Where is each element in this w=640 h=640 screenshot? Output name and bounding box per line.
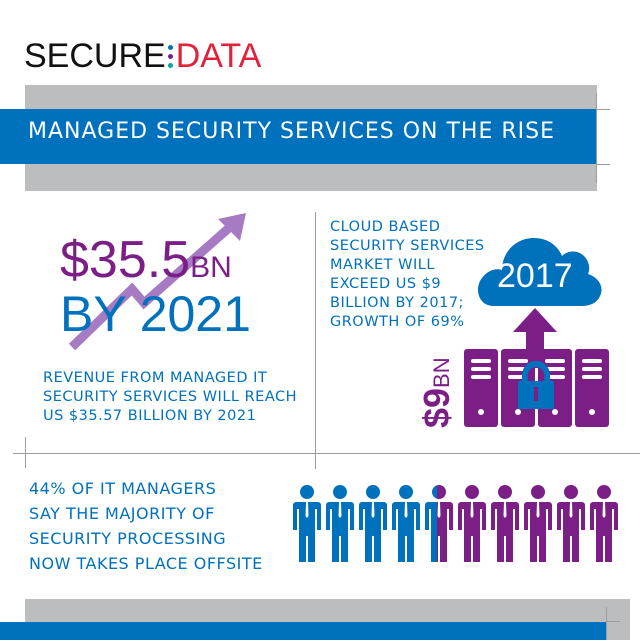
banner-crop-mark-h1 xyxy=(596,109,610,110)
businessman-icon-blue xyxy=(293,485,420,562)
trend-up-arrow-icon xyxy=(68,213,246,351)
businessman-pictogram xyxy=(293,485,618,562)
revenue-amount-unit: BN xyxy=(190,251,232,284)
logo-colon-dots xyxy=(167,41,175,71)
cloud-caption: CLOUD BASED SECURITY SERVICES MARKET WIL… xyxy=(330,219,485,330)
cloud-year: 2017 xyxy=(497,257,573,295)
banner-crop-mark-h2 xyxy=(596,164,610,165)
footer-crop-mark-h xyxy=(606,621,620,622)
revenue-amount: $35.5BN xyxy=(60,232,232,296)
managers-caption: 44% OF IT MANAGERS SAY THE MAJORITY OF S… xyxy=(29,479,263,573)
cloud-icon xyxy=(478,238,602,306)
securedata-logo: SECURE DATA xyxy=(24,36,261,76)
logo-secure: SECURE xyxy=(24,37,166,75)
divider-vertical xyxy=(315,212,316,469)
revenue-amount-value: $35.5 xyxy=(60,231,191,289)
banner-crop-mark-v xyxy=(596,93,597,183)
footer-crop-mark-v xyxy=(606,607,607,640)
cloud-amount-value: $9 xyxy=(416,387,457,428)
banner-title: MANAGED SECURITY SERVICES ON THE RISE xyxy=(28,119,555,144)
divider-tick-left xyxy=(25,437,26,468)
cloud-amount-rotated: $9BN xyxy=(416,357,462,428)
divider-horizontal xyxy=(13,453,640,454)
footer-blue-strip xyxy=(0,622,607,640)
padlock-icon xyxy=(518,361,554,409)
cloud-amount-unit: BN xyxy=(429,357,454,388)
revenue-caption: REVENUE FROM MANAGED IT SECURITY SERVICE… xyxy=(43,370,298,424)
logo-data: DATA xyxy=(175,37,262,75)
upload-arrow-icon xyxy=(513,308,557,368)
banner-blue-strip xyxy=(0,109,596,164)
revenue-year: BY 2021 xyxy=(60,286,251,342)
businessman-icon-purple xyxy=(458,485,618,562)
